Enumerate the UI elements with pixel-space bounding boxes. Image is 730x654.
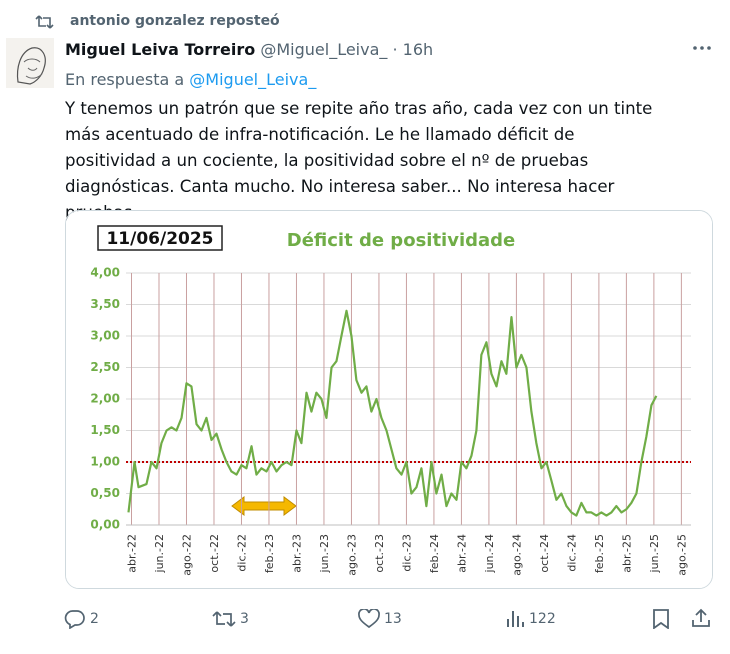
chart-title: Déficit de positividade <box>287 230 516 251</box>
y-tick-label: 1,50 <box>90 423 120 437</box>
y-tick-label: 3,00 <box>90 329 120 343</box>
views-action[interactable]: 122 <box>505 609 556 629</box>
x-tick-label: dic.-22 <box>235 534 248 572</box>
x-tick-label: oct.-23 <box>373 534 386 573</box>
x-tick-label: abr.-22 <box>125 534 138 573</box>
x-tick-label: abr.-24 <box>455 534 468 573</box>
y-tick-label: 1,00 <box>90 455 120 469</box>
x-tick-label: jun.-22 <box>153 534 166 573</box>
x-tick-label: ago.-24 <box>510 534 523 576</box>
x-tick-label: dic.-23 <box>400 534 413 572</box>
repost-icon <box>35 15 54 29</box>
share-icon[interactable] <box>691 608 711 628</box>
y-tick-label: 4,00 <box>90 266 120 280</box>
views-icon <box>507 611 524 627</box>
x-tick-label: jun.-23 <box>318 534 331 573</box>
x-tick-label: feb.-23 <box>263 534 276 573</box>
x-tick-label: abr.-25 <box>620 534 633 573</box>
reply-line: En respuesta a @Miguel_Leiva_ <box>65 70 316 89</box>
x-tick-label: ago.-22 <box>180 534 193 576</box>
avatar[interactable] <box>6 38 54 88</box>
reply-action[interactable]: 2 <box>64 609 99 629</box>
date-box <box>97 225 223 251</box>
chart: 11/06/2025 Déficit de positividade 0,00 0… <box>66 211 712 588</box>
like-action[interactable]: 13 <box>358 609 402 629</box>
data-line <box>127 309 658 517</box>
x-tick-label: ago.-25 <box>675 534 688 576</box>
views-count: 122 <box>529 611 556 627</box>
media-card[interactable]: 11/06/2025 Déficit de positividade 0,00 0… <box>65 210 713 589</box>
repost-count: 3 <box>240 611 249 627</box>
repost-action[interactable]: 3 <box>212 609 249 629</box>
reply-prefix: En respuesta a <box>65 70 185 89</box>
like-count: 13 <box>384 611 402 627</box>
x-tick-label: oct.-22 <box>208 534 221 573</box>
y-tick-label: 0,50 <box>90 486 120 500</box>
repost-icon <box>212 611 236 627</box>
x-tick-label: feb.-25 <box>593 534 606 573</box>
like-icon <box>358 609 380 629</box>
author-name[interactable]: Miguel Leiva Torreiro <box>65 40 256 59</box>
y-tick-label: 2,00 <box>90 392 120 406</box>
author-handle[interactable]: @Miguel_Leiva_ <box>260 40 388 59</box>
y-tick-label: 3,50 <box>90 297 120 311</box>
x-tick-label: ago.-23 <box>345 534 358 576</box>
post-text: Y tenemos un patrón que se repite año tr… <box>65 99 653 222</box>
annotation: 11/06/2025 <box>106 229 213 249</box>
post-time[interactable]: 16h <box>402 40 434 59</box>
x-tick-label: jun.-24 <box>483 534 496 573</box>
bookmark-icon[interactable] <box>652 609 670 629</box>
author-line: Miguel Leiva Torreiro @Miguel_Leiva_ · 1… <box>65 40 433 59</box>
x-tick-label: feb.-24 <box>428 534 441 573</box>
reply-icon <box>64 610 85 629</box>
separator: · <box>392 40 398 59</box>
y-tick-label: 2,50 <box>90 360 120 374</box>
x-tick-label: oct.-24 <box>538 534 551 573</box>
repost-label: antonio gonzalez reposteó <box>70 13 280 29</box>
reply-count: 2 <box>90 611 99 627</box>
x-tick-label: dic.-24 <box>565 534 578 572</box>
y-tick-label: 0,00 <box>90 518 120 532</box>
more-menu[interactable] <box>692 44 712 52</box>
x-tick-label: abr.-23 <box>290 534 303 573</box>
x-tick-label: jun.-25 <box>648 534 661 573</box>
reply-handle[interactable]: @Miguel_Leiva_ <box>189 70 317 89</box>
